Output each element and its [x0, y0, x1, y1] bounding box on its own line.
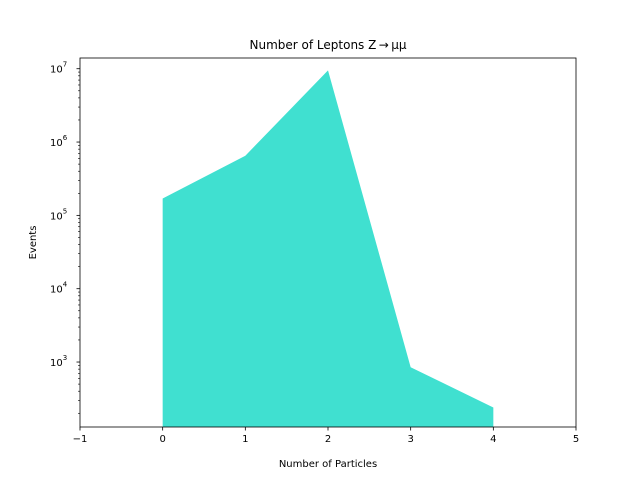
x-axis: −1 0 1 2 3 4 5 [73, 427, 579, 445]
plot-area [162, 70, 494, 428]
x-axis-label: Number of Particles [279, 459, 377, 470]
x-tick-label: 1 [242, 434, 248, 445]
x-tick-label: 0 [159, 434, 165, 445]
y-axis-label: Events [28, 226, 39, 260]
x-tick-label: −1 [73, 434, 88, 445]
y-tick-label: 104 [50, 281, 68, 296]
area-series-0 [162, 70, 494, 428]
y-tick-label: 103 [50, 354, 67, 369]
chart-title: Number of Leptons Z → μμ [250, 38, 407, 52]
x-tick-label: 3 [407, 434, 413, 445]
y-axis: 103 104 105 106 107 [50, 61, 80, 414]
y-tick-label: 106 [50, 134, 68, 149]
x-tick-label: 4 [490, 434, 496, 445]
y-tick-label: 107 [50, 61, 67, 76]
y-tick-label: 105 [50, 207, 67, 222]
x-tick-label: 2 [325, 434, 331, 445]
x-tick-label: 5 [573, 434, 579, 445]
